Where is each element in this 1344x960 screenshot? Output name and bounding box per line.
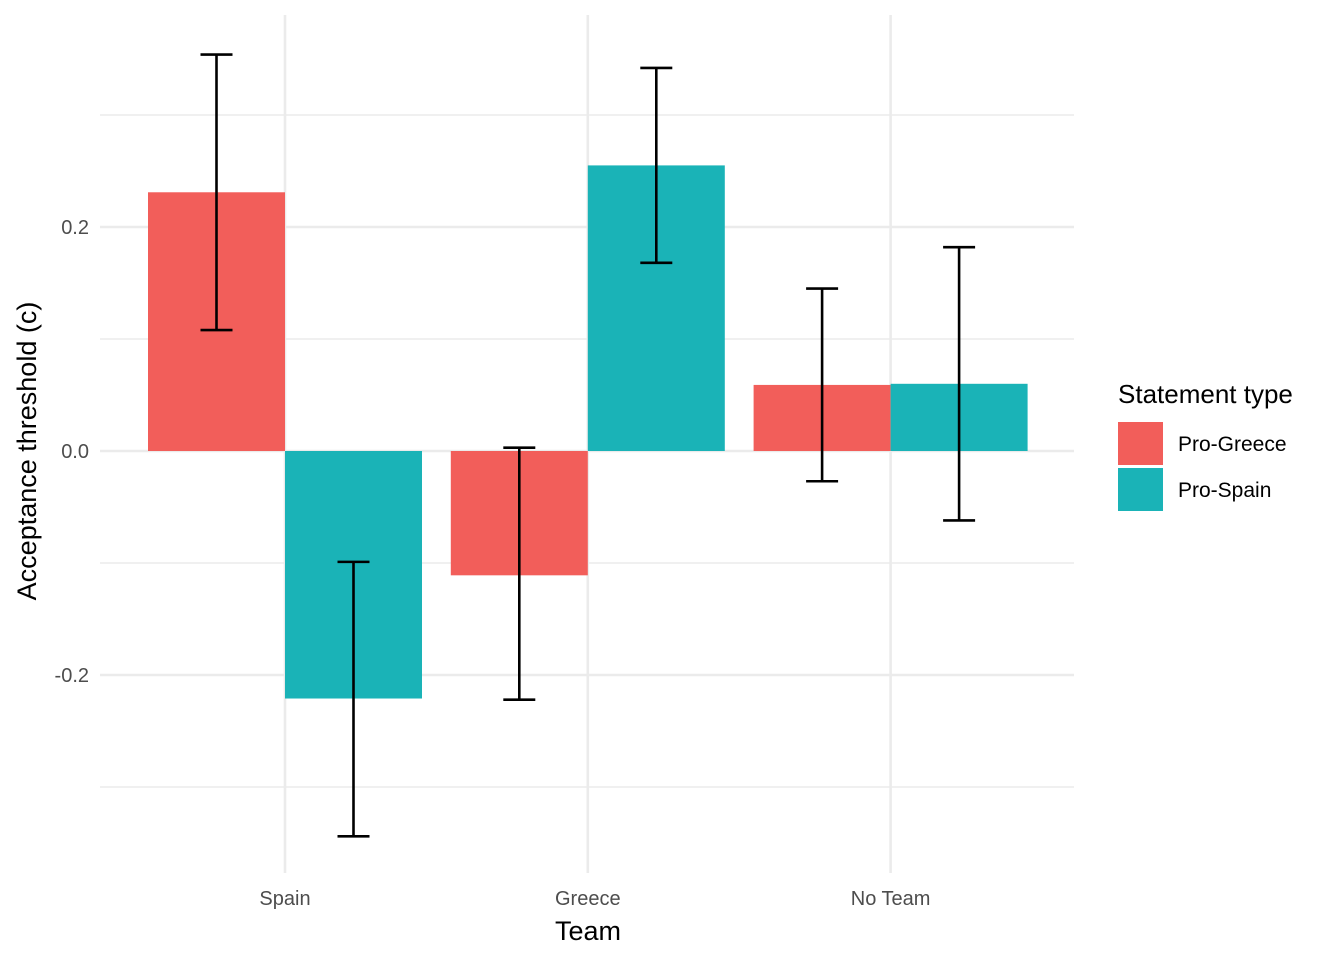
y-tick-label: 0.0 [61,441,89,463]
error-bars [200,53,976,838]
y-axis-title: Acceptance threshold (c) [12,302,42,601]
legend-label: Pro-Greece [1178,433,1287,456]
y-tick-label: 0.2 [61,217,89,239]
y-tick-labels: -0.2 0.0 0.2 [55,217,89,687]
x-tick-label: Greece [555,888,621,910]
x-tick-label: No Team [851,888,931,910]
error-bar [640,66,673,265]
legend-label: Pro-Spain [1178,479,1271,502]
x-tick-label: Spain [259,888,310,910]
legend: Statement type Pro-Greece Pro-Spain [1118,379,1293,511]
x-axis-title: Team [555,916,621,946]
error-bar [943,245,976,522]
legend-swatch-pro-spain [1118,468,1163,511]
error-bar [806,287,839,483]
y-tick-label: -0.2 [55,665,89,687]
error-bar [503,446,536,701]
error-bar [200,53,233,332]
legend-swatch-pro-greece [1118,422,1163,465]
legend-title: Statement type [1118,379,1293,409]
x-tick-labels: Spain Greece No Team [259,888,930,910]
error-bar [337,560,370,838]
